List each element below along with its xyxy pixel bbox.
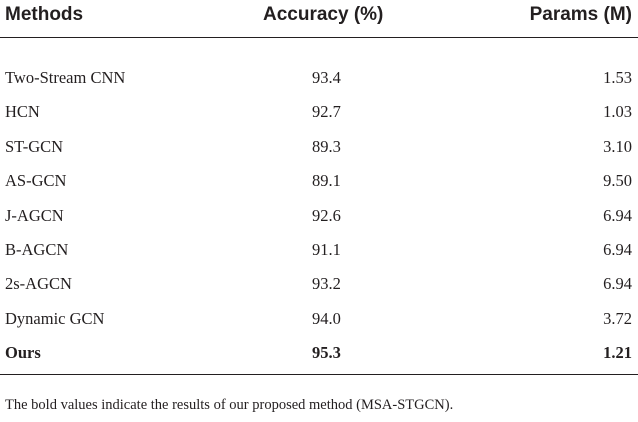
header-accuracy: Accuracy (%) <box>263 4 384 25</box>
cell-method: ST-GCN <box>5 136 64 156</box>
table-row: 2s-AGCN 93.2 6.94 <box>0 267 638 301</box>
cell-method: Two-Stream CNN <box>5 68 126 87</box>
cell-accuracy: 92.7 <box>312 102 341 122</box>
cell-params: 6.94 <box>603 239 632 259</box>
cell-method: B-AGCN <box>5 239 69 259</box>
table-row: AS-GCN 89.1 9.50 <box>0 164 638 198</box>
table-body: Two-Stream CNN 93.4 1.53 HCN 92.7 1.03 S… <box>0 61 638 371</box>
table-row: J-AGCN 92.6 6.94 <box>0 199 638 233</box>
table-row: B-AGCN 91.1 6.94 <box>0 233 638 267</box>
table-header: Methods Accuracy (%) Params (M) <box>0 0 638 35</box>
table-footnote: The bold values indicate the results of … <box>5 397 454 413</box>
cell-accuracy: 93.2 <box>312 274 341 294</box>
table-row-ours: Ours 95.3 1.21 <box>0 336 638 370</box>
cell-method: HCN <box>5 102 40 122</box>
cell-params: 1.53 <box>603 68 632 87</box>
cell-method: 2s-AGCN <box>5 274 72 294</box>
header-rule <box>0 37 638 38</box>
cell-accuracy: 95.3 <box>312 343 341 363</box>
cell-params: 9.50 <box>603 171 632 191</box>
cell-params: 6.94 <box>603 205 632 225</box>
table-row: ST-GCN 89.3 3.10 <box>0 130 638 164</box>
cell-accuracy: 89.3 <box>312 136 341 156</box>
cell-accuracy: 94.0 <box>312 308 341 328</box>
cell-accuracy: 92.6 <box>312 205 341 225</box>
footer-rule <box>0 374 638 375</box>
header-methods: Methods <box>5 4 84 25</box>
cell-params: 1.03 <box>603 102 632 122</box>
cell-method: AS-GCN <box>5 171 67 191</box>
table-row: Two-Stream CNN 93.4 1.53 <box>0 61 638 95</box>
cell-method: J-AGCN <box>5 205 64 225</box>
cell-accuracy: 91.1 <box>312 239 341 259</box>
table-row: HCN 92.7 1.03 <box>0 95 638 129</box>
cell-params: 3.72 <box>603 308 632 328</box>
cell-method: Ours <box>5 343 41 363</box>
cell-params: 6.94 <box>603 274 632 294</box>
cell-accuracy: 93.4 <box>312 68 341 87</box>
table-row: Dynamic GCN 94.0 3.72 <box>0 302 638 336</box>
cell-method: Dynamic GCN <box>5 308 105 328</box>
cell-params: 3.10 <box>603 136 632 156</box>
cell-accuracy: 89.1 <box>312 171 341 191</box>
header-params: Params (M) <box>529 4 632 25</box>
cell-params: 1.21 <box>603 343 632 363</box>
